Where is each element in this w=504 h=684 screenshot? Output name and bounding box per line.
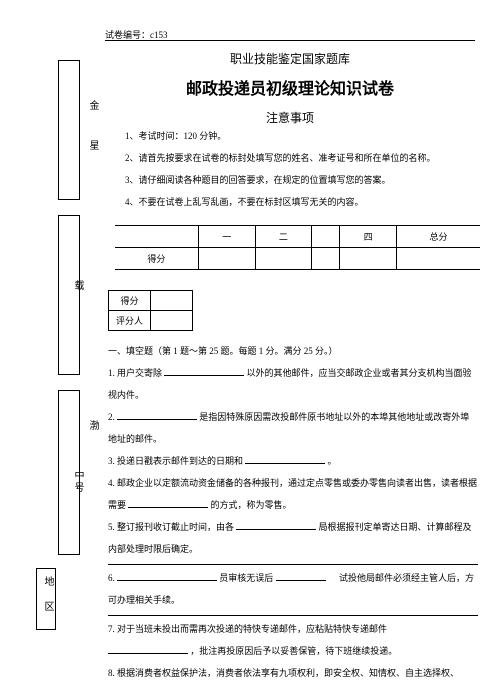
- margin-box-1: [58, 60, 80, 200]
- cell-score-label: 得分: [109, 291, 151, 311]
- header: 职业技能鉴定国家题库 邮政投递员初级理论知识试卷 注意事项: [115, 50, 465, 136]
- question-3: 3. 投递日戳表示邮件到达的日期和 。: [108, 450, 478, 472]
- table-row: 得分: [109, 291, 193, 311]
- cell: [151, 291, 193, 311]
- q3-a: 3. 投递日戳表示邮件到达的日期和: [108, 456, 243, 466]
- blank: [117, 570, 217, 581]
- margin-text-1: 金: [85, 100, 100, 112]
- q6-b: 员审核无误后: [219, 573, 273, 583]
- question-5: 5. 整订报刊收订截止时间，由各 局根据报刊定单寄达日期、计算邮程及内部处理时限…: [108, 516, 478, 560]
- score-table-grader: 得分 评分人: [108, 290, 193, 331]
- cell: [340, 248, 397, 270]
- main-title: 邮政投递员初级理论知识试卷: [115, 75, 465, 99]
- margin-text-4: 渤: [85, 420, 100, 432]
- cell: 一: [198, 226, 255, 248]
- margin-text-6: 地 区: [40, 576, 55, 613]
- q4-b: 的方式，称为零售。: [211, 500, 292, 510]
- margin-box-2: [58, 215, 80, 375]
- body-content: 一、填空题（第 1 题～第 25 题。每题 1 分。满分 25 分。） 1. 用…: [108, 340, 478, 684]
- blank: [236, 519, 316, 530]
- table-row: 得分: [115, 248, 480, 270]
- instruction-4: 4、不要在试卷上乱写乱画，不要在标封区填写无关的内容。: [125, 191, 465, 213]
- cell: [312, 248, 340, 270]
- cell: [397, 248, 480, 270]
- cell: [115, 226, 198, 248]
- cell: 总分: [397, 226, 480, 248]
- cell: [255, 248, 312, 270]
- subtitle: 注意事项: [115, 109, 465, 126]
- instruction-2: 2、请首先按要求在试卷的标封处填写您的姓名、准考证号和所在单位的名称。: [125, 147, 465, 169]
- question-7: 7. 对于当班未投出而需再次投递的特快专递邮件，应粘贴特快专递邮件 ，批注再投原…: [108, 618, 478, 662]
- instruction-3: 3、请仔细阅读各种题目的回答要求，在规定的位置填写您的答案。: [125, 169, 465, 191]
- divider: [108, 564, 478, 565]
- question-6: 6. 员审核无误后 试投他局邮件必须经主管人后，方可办理相关手续。: [108, 567, 478, 611]
- top-rule: [105, 40, 475, 41]
- margin-text-3: 载: [70, 280, 85, 292]
- cell: 二: [255, 226, 312, 248]
- q3-b: 。: [328, 456, 337, 466]
- q7-a: 7. 对于当班未投出而需再次投递的特快专递邮件，应粘贴特快专递邮件: [108, 624, 387, 634]
- q7-b: ，批注再投原因后予以妥善保管，待下班继续投递。: [190, 646, 397, 656]
- cell-grader-label: 评分人: [109, 311, 151, 331]
- instructions: 1、考试时间：120 分钟。 2、请首先按要求在试卷的标封处填写您的姓名、准考证…: [125, 125, 465, 213]
- margin-text-5: 中号: [70, 470, 85, 494]
- question-1: 1. 用户交寄除 以外的其他邮件，应当交邮政企业或者其分支机构当面验视内件。: [108, 362, 478, 406]
- table-row: 评分人: [109, 311, 193, 331]
- q5-a: 5. 整订报刊收订截止时间，由各: [108, 522, 234, 532]
- blank: [164, 365, 244, 376]
- question-2: 2. 是指因特殊原因需改投邮件原书地址以外的本埠其他地址或改寄外埠地址的邮件。: [108, 406, 478, 450]
- instruction-1: 1、考试时间：120 分钟。: [125, 125, 465, 147]
- cell-score-label: 得分: [115, 248, 198, 270]
- question-4: 4. 邮政企业以定额流动资金储备的各种报刊，通过定点零售或委办零售向读者出售，读…: [108, 472, 478, 516]
- cell: [151, 311, 193, 331]
- q6-a: 6.: [108, 573, 115, 583]
- section-header: 一、填空题（第 1 题～第 25 题。每题 1 分。满分 25 分。）: [108, 340, 478, 362]
- cell: [198, 248, 255, 270]
- divider: [108, 615, 478, 616]
- q1-b: 以外的其他邮件，应当交邮政企业或者其分支机构当面验视内件。: [108, 368, 472, 400]
- question-8: 8. 根据消费者权益保护法，消费者依法享有九项权利，即安全权、知情权、自主选择权…: [108, 662, 478, 684]
- blank: [276, 570, 326, 581]
- cell: 四: [340, 226, 397, 248]
- blank: [128, 497, 208, 508]
- q1-a: 1. 用户交寄除: [108, 368, 162, 378]
- supertitle: 职业技能鉴定国家题库: [115, 50, 465, 67]
- q2-a: 2.: [108, 412, 115, 422]
- blank: [108, 643, 188, 654]
- blank: [117, 409, 197, 420]
- blank: [245, 453, 325, 464]
- margin-text-2: 星: [85, 140, 100, 152]
- score-table-main: 一 二 四 总分 得分: [115, 225, 480, 270]
- table-row: 一 二 四 总分: [115, 226, 480, 248]
- cell: [312, 226, 340, 248]
